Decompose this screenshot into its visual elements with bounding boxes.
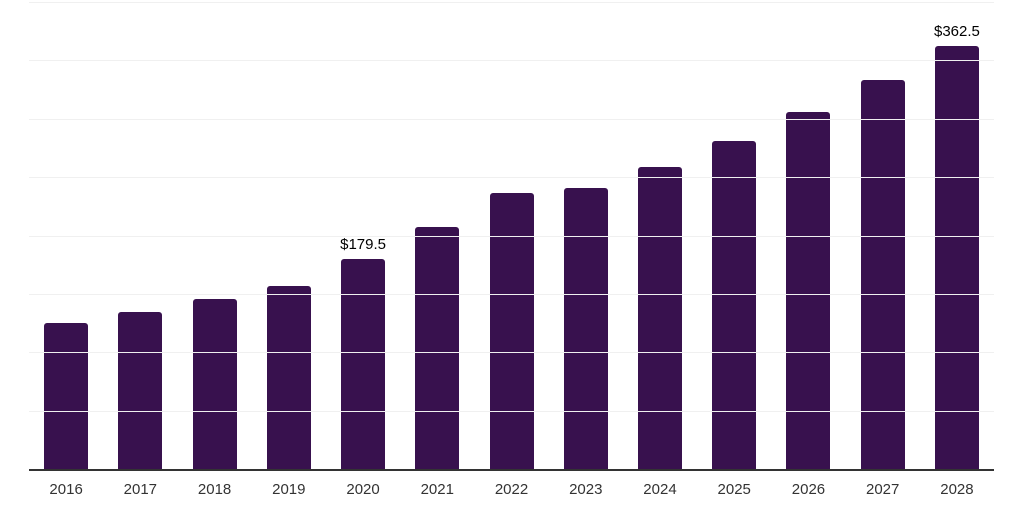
gridline-300: [29, 118, 994, 120]
bar-2026: [786, 112, 831, 469]
bar-2019: [266, 286, 311, 469]
data-label-2020: $179.5: [340, 236, 386, 254]
bar-cell-2021: [400, 2, 474, 469]
bar-2016: [44, 323, 89, 469]
bar-2028: [934, 45, 979, 469]
x-tick-2028: 2028: [940, 481, 974, 498]
gridline-200: [29, 235, 994, 237]
bar-2024: [637, 166, 682, 469]
bar-2025: [712, 141, 757, 469]
data-label-2028: $362.5: [933, 22, 980, 40]
x-tick-2019: 2019: [272, 481, 306, 498]
bar-cell-2023: [549, 2, 623, 469]
bar-cell-2027: [846, 2, 920, 469]
bar-2022: [489, 193, 534, 469]
bar-cell-2016: [29, 2, 103, 469]
x-tick-2016: 2016: [49, 481, 83, 498]
bar-2020: [341, 259, 386, 469]
bar-2018: [192, 299, 237, 469]
bar-2027: [860, 80, 905, 469]
x-tick-2026: 2026: [791, 481, 826, 498]
bar-cell-2018: [177, 2, 251, 469]
gridline-350: [29, 60, 994, 62]
x-tick-2020: 2020: [346, 481, 380, 498]
x-tick-2017: 2017: [123, 481, 158, 498]
x-tick-2025: 2025: [717, 481, 751, 498]
x-tick-2023: 2023: [569, 481, 603, 498]
bar-cell-2017: [103, 2, 177, 469]
bar-cell-2024: [623, 2, 697, 469]
bar-cell-2025: [697, 2, 771, 469]
bar-cell-2019: [252, 2, 326, 469]
x-axis-labels: 2016 2017 2018 2019 2020 2021 2022 2023 2024 2025…: [29, 481, 994, 499]
bar-cell-2028: $362.5: [920, 2, 994, 469]
gridline-400: [29, 2, 994, 3]
plot-area: $179.5 $362.5: [29, 2, 994, 471]
x-tick-2022: 2022: [494, 481, 529, 498]
x-tick-2018: 2018: [197, 481, 232, 498]
gridline-250: [29, 177, 994, 179]
bar-2021: [415, 227, 460, 469]
bar-cell-2022: [474, 2, 548, 469]
bars-row: $179.5 $362.5: [29, 2, 994, 469]
x-tick-2024: 2024: [643, 481, 677, 498]
gridline-50: [29, 410, 994, 412]
bar-2023: [563, 188, 608, 469]
gridline-100: [29, 352, 994, 354]
x-tick-2021: 2021: [420, 481, 454, 498]
x-tick-2027: 2027: [866, 481, 900, 498]
gridline-150: [29, 293, 994, 295]
bar-cell-2026: [771, 2, 845, 469]
bar-2017: [118, 312, 163, 469]
